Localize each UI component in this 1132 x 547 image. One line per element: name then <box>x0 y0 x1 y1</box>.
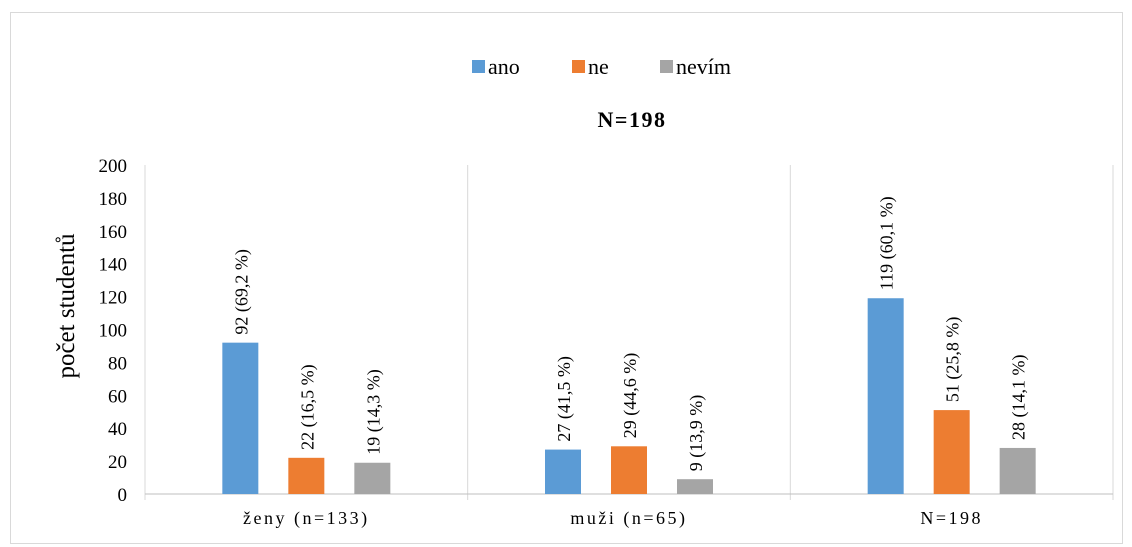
y-tick-label: 100 <box>99 321 128 342</box>
data-labels: 92 (69,2 %) 27 (41,5 %) 119 (60,1 %) 22 (16… <box>231 196 1029 471</box>
y-tick-label: 40 <box>108 419 127 440</box>
x-tick-label: muži (n=65) <box>570 508 687 529</box>
x-tick-label: ženy (n=133) <box>243 508 370 529</box>
legend-swatch-nevím <box>660 60 673 73</box>
y-tick-label: 200 <box>99 156 128 177</box>
y-tick-label: 80 <box>108 353 127 374</box>
bar-ano <box>222 342 259 494</box>
bar-ano <box>867 298 904 494</box>
data-label: 29 (44,6 %) <box>620 353 641 438</box>
legend-label: ano <box>488 54 520 79</box>
bar-ne <box>933 410 970 494</box>
bar-nevím <box>354 462 391 494</box>
data-label: 92 (69,2 %) <box>231 249 252 334</box>
legend: ano ne nevím <box>472 54 731 79</box>
bar-ano <box>545 449 581 494</box>
bar-nevím <box>999 447 1036 494</box>
data-label: 19 (14,3 %) <box>363 369 384 454</box>
data-label: 22 (16,5 %) <box>297 364 318 449</box>
y-tick-label: 60 <box>108 386 127 407</box>
data-label: 27 (41,5 %) <box>554 356 575 441</box>
bar-ne <box>288 457 325 494</box>
data-label: 9 (13,9 %) <box>686 395 707 471</box>
legend-label: nevím <box>676 54 731 79</box>
y-tick-label: 120 <box>99 288 128 309</box>
y-tick-label: 160 <box>99 222 128 243</box>
y-tick-label: 0 <box>118 485 128 506</box>
bar-ne <box>611 446 647 494</box>
y-tick-label: 140 <box>99 255 128 276</box>
data-label: 51 (25,8 %) <box>943 317 964 402</box>
y-tick-label: 180 <box>99 189 128 210</box>
legend-swatch-ne <box>572 60 585 73</box>
y-axis-label: počet studentů <box>53 233 80 379</box>
data-label: 119 (60,1 %) <box>877 196 898 290</box>
data-label: 28 (14,1 %) <box>1009 354 1030 439</box>
chart-title: N=198 <box>598 107 667 132</box>
bar-nevím <box>677 479 713 494</box>
y-tick-label: 20 <box>108 452 127 473</box>
legend-swatch-ano <box>472 60 485 73</box>
bars <box>222 298 1036 494</box>
legend-label: ne <box>588 54 609 79</box>
x-tick-label: N=198 <box>920 508 983 528</box>
